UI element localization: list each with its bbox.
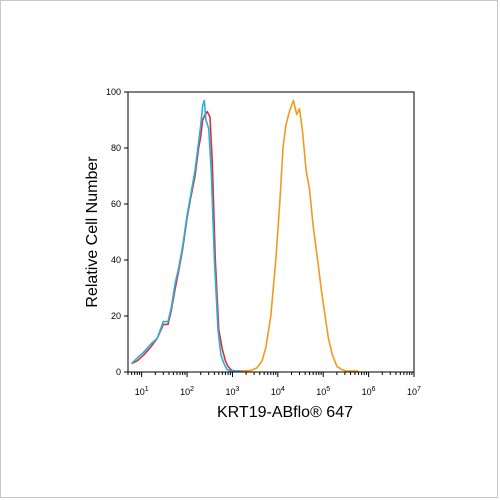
series-line-2 [131,99,247,372]
x-tick-label: 101 [135,386,149,397]
y-tick-label: 100 [106,87,121,97]
x-axis-title: KRT19-ABflo® 647 [217,404,353,421]
y-tick-label: 60 [111,199,121,209]
x-tick-label: 104 [271,386,285,397]
series-line-1 [131,110,247,372]
x-tick-label: 103 [225,386,239,397]
x-tick-label: 105 [316,386,330,397]
y-tick-label: 40 [111,255,121,265]
x-tick-label: 102 [180,386,194,397]
x-tick-label: 107 [407,386,421,397]
y-axis-title: Relative Cell Number [84,156,101,308]
plot-area-border [127,91,415,373]
y-tick-label: 20 [111,311,121,321]
series-layer [131,99,359,372]
series-line-3 [240,99,359,372]
x-axis: 101 102 103 104 105 106 107 [127,372,421,397]
y-tick-label: 80 [111,143,121,153]
y-tick-label: 0 [116,367,121,377]
x-tick-label: 106 [362,386,376,397]
y-axis: 0 20 40 60 80 100 [106,87,128,377]
